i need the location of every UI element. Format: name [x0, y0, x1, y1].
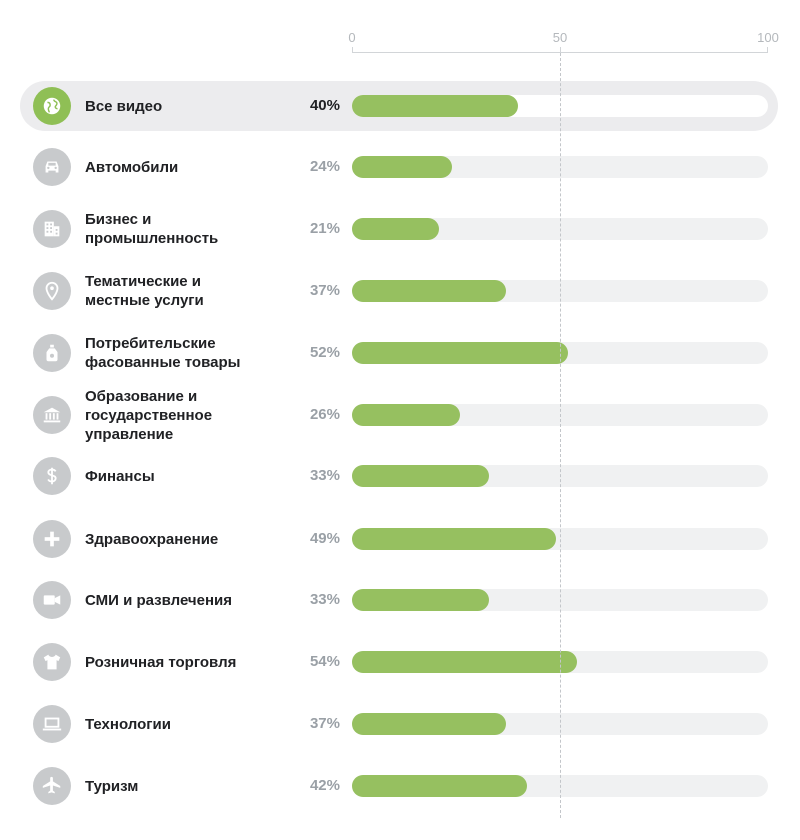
laptop-icon: [33, 705, 71, 743]
car-icon: [33, 148, 71, 186]
category-label-line: Здравоохранение: [85, 530, 219, 548]
category-label-line: фасованные товары: [85, 354, 241, 371]
category-label: Финансы: [85, 467, 290, 486]
category-label-line: промышленность: [85, 230, 219, 247]
tshirt-icon: [33, 643, 71, 681]
category-label-line: Технологии: [85, 715, 171, 733]
category-label-line: Все видео: [85, 97, 163, 115]
data-label: 37%: [309, 282, 340, 299]
bar: [352, 218, 440, 240]
bar: [352, 404, 461, 426]
category-label: Туризм: [85, 777, 290, 796]
category-label-line: управление: [85, 425, 174, 443]
data-label: 26%: [309, 406, 340, 423]
bar: [352, 280, 506, 302]
bar: [352, 156, 452, 178]
bar: [352, 95, 519, 117]
data-label: 49%: [309, 530, 340, 547]
category-label: Потребительские фасованные товары: [85, 334, 290, 372]
category-label-line: Бизнес и: [85, 211, 152, 228]
bottle-icon: [33, 334, 71, 372]
data-label: 42%: [309, 777, 340, 794]
dollar-icon: [33, 457, 71, 495]
category-label: Автомобили: [85, 158, 290, 177]
building-icon: [33, 210, 71, 248]
reference-line-50: [560, 53, 561, 818]
data-label: 33%: [309, 591, 340, 608]
category-label-line: Потребительские: [85, 335, 216, 352]
category-label-line: Туризм: [85, 777, 139, 795]
x-tick-label: 50: [552, 30, 568, 45]
plus-icon: [33, 520, 71, 558]
data-label: 21%: [309, 220, 340, 237]
category-label: Розничная торговля: [85, 653, 290, 672]
data-label: 33%: [309, 467, 340, 484]
category-label-line: Финансы: [85, 467, 155, 485]
data-label: 54%: [309, 653, 340, 670]
bar: [352, 465, 490, 487]
category-label: Бизнес и промышленность: [85, 210, 290, 248]
category-label-line: Образование и: [85, 387, 198, 405]
bar: [352, 775, 527, 797]
bank-icon: [33, 396, 71, 434]
x-tick-label: 0: [348, 30, 356, 45]
category-label: Здравоохранение: [85, 530, 290, 549]
x-tick-mark: [352, 47, 353, 53]
category-label-line: государственное: [85, 406, 213, 424]
category-label-line: Тематические и: [85, 273, 202, 290]
category-label: Технологии: [85, 715, 290, 734]
category-label: Тематические и местные услуги: [85, 272, 290, 310]
category-label-line: Автомобили: [85, 158, 179, 176]
globe-icon: [33, 87, 71, 125]
x-tick-mark: [767, 47, 768, 53]
bar: [352, 713, 506, 735]
data-label: 37%: [309, 715, 340, 732]
category-label-line: местные услуги: [85, 292, 204, 309]
bar: [352, 651, 577, 673]
x-tick-label: 100: [757, 30, 779, 45]
data-label: 24%: [309, 158, 340, 175]
category-label-line: Розничная торговля: [85, 653, 237, 671]
x-tick-mark: [560, 47, 561, 53]
data-label: 52%: [309, 344, 340, 361]
location-pin-icon: [33, 272, 71, 310]
data-label: 40%: [309, 97, 340, 114]
category-label-line: СМИ и развлечения: [85, 591, 233, 609]
video-camera-icon: [33, 581, 71, 619]
bar: [352, 589, 490, 611]
airplane-icon: [33, 767, 71, 805]
bar: [352, 342, 569, 364]
category-label: Все видео: [85, 97, 290, 116]
category-label: СМИ и развлечения: [85, 591, 290, 610]
bar: [352, 528, 556, 550]
category-label: Образование и государственное управление: [85, 387, 290, 444]
